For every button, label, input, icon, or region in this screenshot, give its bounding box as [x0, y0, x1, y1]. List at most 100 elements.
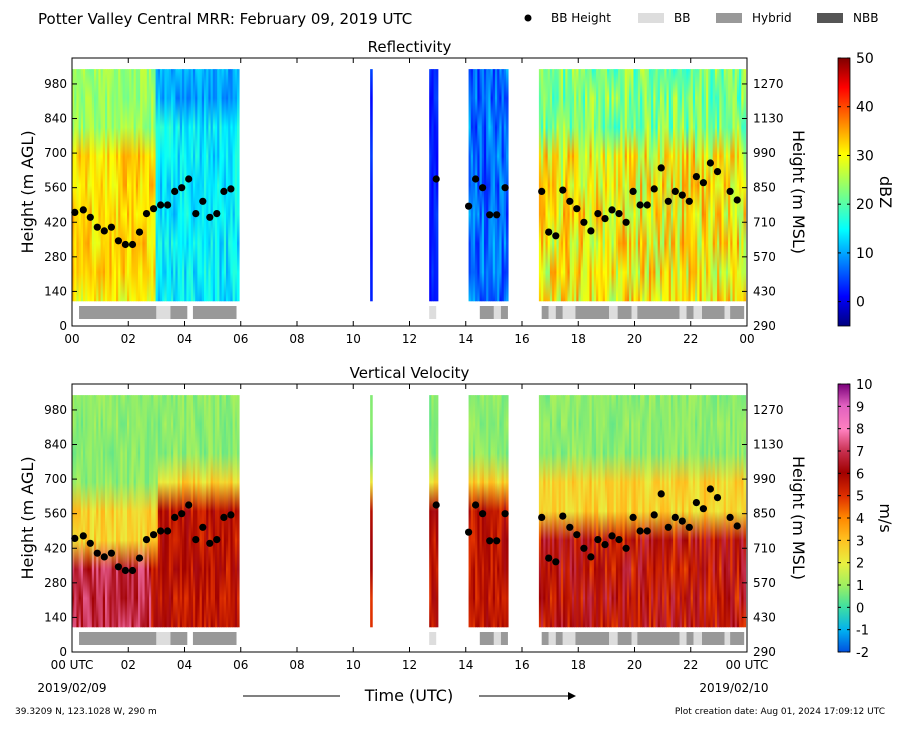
- heatmap-column: [607, 395, 610, 628]
- heatmap-column: [472, 395, 476, 628]
- heatmap-column: [580, 395, 584, 628]
- x-tick-label: 20: [627, 658, 642, 672]
- y-tick-label: 980: [44, 77, 67, 91]
- heatmap-column: [499, 69, 502, 302]
- heatmap-column: [87, 69, 90, 302]
- y-right-tick-label: 570: [753, 576, 776, 590]
- y-tick-label: 0: [59, 319, 67, 333]
- heatmap-column: [120, 69, 123, 302]
- bb-height-point: [164, 527, 172, 535]
- heatmap-column: [666, 69, 670, 302]
- heatmap-column: [598, 395, 601, 628]
- bb-height-point: [128, 240, 137, 249]
- heatmap-column: [651, 395, 654, 628]
- heatmap-column: [732, 395, 736, 628]
- heatmap-column: [633, 395, 637, 628]
- heatmap-column: [206, 395, 209, 628]
- heatmap-column: [488, 69, 491, 302]
- heatmap-column: [107, 69, 110, 302]
- heatmap-column: [433, 395, 437, 628]
- bb-height-point: [733, 522, 741, 530]
- heatmap-column: [155, 69, 159, 302]
- heatmap-column: [234, 69, 238, 302]
- heatmap-column: [719, 395, 722, 628]
- x-tick-label: 18: [571, 332, 586, 346]
- heatmap-column: [87, 395, 90, 628]
- heatmap-column: [177, 69, 181, 302]
- heatmap-column: [204, 395, 207, 628]
- x-tick-label: 08: [289, 332, 304, 346]
- heatmap-column: [142, 395, 145, 628]
- heatmap-column: [76, 395, 79, 628]
- y-right-axis-label: Height (m MSL): [789, 456, 808, 580]
- heatmap-column: [370, 69, 373, 302]
- bb-height-point: [135, 228, 144, 236]
- heatmap-column: [684, 69, 687, 302]
- heatmap-column: [721, 395, 725, 628]
- heatmap-column: [433, 69, 437, 302]
- heatmap-column: [226, 69, 229, 302]
- heatmap-column: [470, 69, 474, 302]
- bb-height-point: [636, 527, 644, 535]
- heatmap-column: [144, 69, 148, 302]
- bb-height-point: [594, 536, 602, 544]
- heatmap-column: [631, 395, 634, 628]
- bb-height-point: [171, 513, 179, 522]
- y-tick-label: 280: [44, 250, 67, 264]
- heatmap-column: [470, 395, 474, 628]
- heatmap-column: [91, 395, 95, 628]
- y-right-tick-label: 990: [753, 472, 776, 486]
- heatmap-column: [565, 69, 568, 302]
- legend-label: BB Height: [551, 11, 611, 25]
- y-right-tick-label: 290: [753, 645, 776, 659]
- bb-height-point: [171, 187, 179, 195]
- bb-height-point: [100, 553, 108, 561]
- heatmap-column: [157, 395, 161, 628]
- heatmap-column: [723, 69, 727, 302]
- heatmap-column: [668, 69, 672, 302]
- bb-height-point: [643, 201, 651, 209]
- heatmap-column: [743, 395, 747, 628]
- panel-title: Vertical Velocity: [350, 364, 470, 382]
- heatmap-column: [626, 69, 630, 302]
- heatmap-column: [100, 395, 104, 628]
- heatmap-column: [499, 395, 502, 628]
- heatmap-column: [684, 395, 687, 628]
- bb-height-point: [566, 523, 574, 531]
- heatmap-column: [719, 69, 722, 302]
- heatmap-column: [168, 69, 172, 302]
- heatmap-column: [692, 69, 696, 302]
- heatmap-column: [483, 395, 487, 628]
- heatmap-column: [710, 395, 714, 628]
- band-segment-hybrid: [192, 306, 237, 319]
- heatmap-column: [140, 69, 143, 302]
- band-segment-hybrid: [555, 632, 563, 645]
- heatmap-column: [173, 395, 176, 628]
- heatmap-column: [219, 69, 222, 302]
- heatmap-column: [184, 395, 187, 628]
- heatmap-column: [739, 395, 742, 628]
- heatmap-column: [626, 395, 630, 628]
- heatmap-column: [94, 395, 97, 628]
- heatmap-column: [490, 69, 494, 302]
- colorbar: 0 10 20 30 40 50 dBZ: [837, 51, 895, 327]
- heatmap-column: [730, 69, 733, 302]
- band-segment-bb: [693, 306, 702, 319]
- y-tick-label: 560: [44, 181, 67, 195]
- heatmap-column: [589, 395, 593, 628]
- heatmap-column: [714, 69, 718, 302]
- heatmap-column: [699, 69, 703, 302]
- heatmap-column: [133, 69, 137, 302]
- bb-height-point: [573, 531, 581, 539]
- heatmap-column: [690, 395, 694, 628]
- y-tick-label: 980: [44, 403, 67, 417]
- bb-height-point: [164, 201, 172, 209]
- heatmap-column: [587, 395, 590, 628]
- heatmap-column: [96, 69, 99, 302]
- bb-height-point: [594, 210, 602, 218]
- heatmap-column: [221, 69, 225, 302]
- x-tick-label: 16: [514, 658, 529, 672]
- heatmap-column: [615, 395, 619, 628]
- heatmap-column: [494, 395, 498, 628]
